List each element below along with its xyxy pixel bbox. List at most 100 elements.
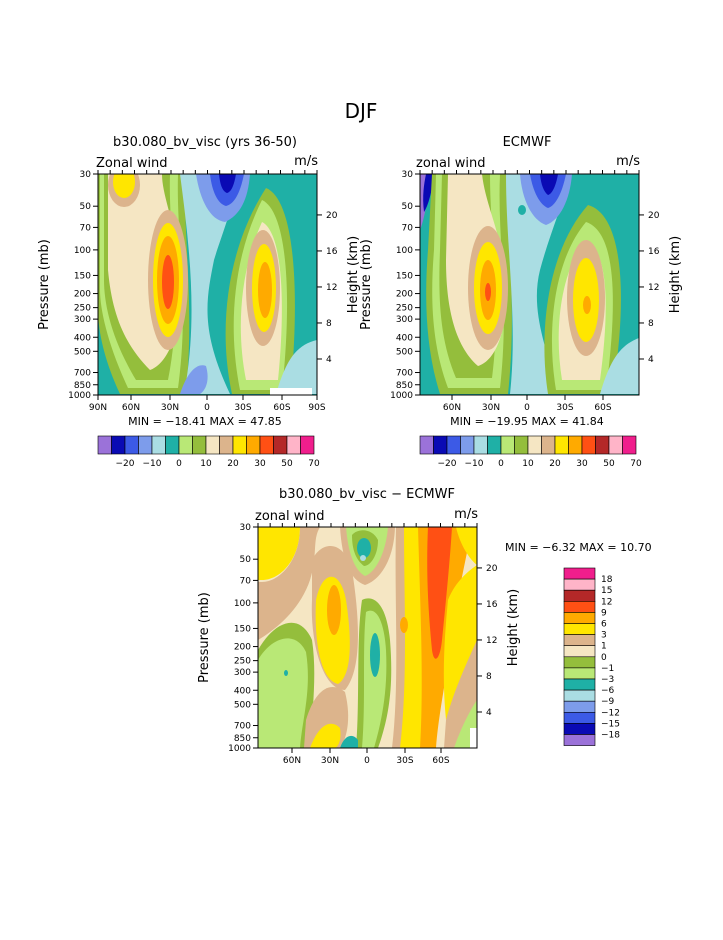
colorbar-label: 0: [601, 653, 607, 663]
colorbar-label: 9: [601, 608, 607, 618]
panel-ecmwf-field: [420, 174, 639, 395]
contour-fill: [444, 640, 477, 748]
page-title: DJF: [345, 99, 378, 123]
colorbar-swatch: [259, 435, 274, 455]
colorbar-swatch: [563, 689, 596, 702]
y-tick-label: 300: [396, 315, 413, 325]
colorbar-swatch: [563, 600, 596, 613]
colorbar-label: 0: [498, 459, 504, 469]
contour-fill: [162, 255, 174, 309]
colorbar-label: 70: [308, 459, 320, 469]
contour-fill: [362, 610, 387, 748]
x-tick-label: 30S: [234, 403, 251, 413]
y-tick-label: 400: [234, 686, 251, 696]
panel-ecmwf-right-label: m/s: [616, 154, 640, 169]
y-tick-label: 850: [396, 381, 413, 391]
contour-fill: [600, 338, 639, 394]
colorbar-label: 0: [176, 459, 182, 469]
colorbar-swatch: [563, 711, 596, 724]
colorbar-swatch: [563, 734, 596, 746]
colorbar-swatch: [595, 435, 610, 455]
contour-fill: [180, 365, 208, 394]
x-tick-label: 90S: [308, 403, 325, 413]
y-tick-label: 200: [234, 643, 251, 653]
panel-ecmwf-colorbar: −20 −10 0 10 20 30 50 70: [419, 435, 642, 469]
y-tick-label: 50: [240, 555, 252, 565]
panel-difference-left-label: zonal wind: [255, 509, 324, 524]
height-tick-label: 16: [326, 247, 338, 257]
x-tick-label: 30N: [482, 403, 500, 413]
colorbar-swatch: [446, 435, 461, 455]
x-tick-label: 60S: [273, 403, 290, 413]
height-tick-label: 8: [326, 319, 332, 329]
y-axis-label-right: Height (km): [668, 236, 683, 313]
panel-model-left-label: Zonal wind: [96, 156, 168, 171]
y-tick-label: 200: [396, 290, 413, 300]
colorbar-label: 30: [254, 459, 266, 469]
colorbar-swatch: [527, 435, 542, 455]
colorbar-swatch: [581, 435, 596, 455]
colorbar-label: −15: [601, 719, 620, 729]
colorbar-label: 70: [630, 459, 642, 469]
panel-model-title: b30.080_bv_visc (yrs 36-50): [113, 135, 297, 150]
colorbar-label: 15: [601, 586, 612, 596]
colorbar-swatch: [205, 435, 220, 455]
colorbar-swatch: [487, 435, 502, 455]
colorbar-label: −6: [601, 686, 615, 696]
colorbar-label: −9: [601, 697, 615, 707]
y-tick-label: 70: [240, 576, 252, 586]
contour-fill: [370, 633, 380, 677]
x-tick-label: 30S: [396, 756, 413, 766]
height-tick-label: 16: [486, 600, 498, 610]
height-tick-label: 12: [326, 283, 337, 293]
contour-fill: [327, 585, 341, 635]
colorbar-swatch: [563, 612, 596, 624]
colorbar-label: 30: [576, 459, 588, 469]
colorbar-label: −10: [143, 459, 162, 469]
colorbar-swatch: [111, 435, 126, 455]
colorbar-swatch: [165, 435, 180, 455]
x-tick-label: 30S: [556, 403, 573, 413]
height-tick-label: 20: [648, 211, 660, 221]
y-tick-label: 50: [402, 202, 414, 212]
panel-difference-title: b30.080_bv_visc − ECMWF: [279, 487, 455, 502]
panel-model-minmax: MIN = −18.41 MAX = 47.85: [128, 415, 282, 428]
colorbar-label: 20: [227, 459, 239, 469]
y-tick-label: 250: [74, 304, 91, 314]
panel-ecmwf-title: ECMWF: [503, 135, 552, 150]
contour-fill: [340, 735, 358, 748]
colorbar-swatch: [563, 623, 596, 635]
y-tick-label: 300: [74, 315, 91, 325]
colorbar-swatch: [568, 435, 583, 455]
colorbar-label: −3: [601, 675, 614, 685]
colorbar-swatch: [433, 435, 448, 455]
y-tick-label: 1000: [390, 391, 413, 401]
height-tick-label: 12: [648, 283, 659, 293]
height-tick-label: 20: [486, 564, 498, 574]
panel-model-colorbar: −20 −10 0 10 20 30 50 70: [97, 435, 320, 469]
colorbar-swatch: [500, 435, 515, 455]
height-tick-label: 16: [648, 247, 660, 257]
colorbar-label: 20: [549, 459, 561, 469]
x-tick-label: 30N: [321, 756, 339, 766]
y-tick-label: 850: [74, 381, 91, 391]
x-tick-label: 60S: [594, 403, 611, 413]
colorbar-swatch: [273, 435, 288, 455]
colorbar-swatch: [563, 656, 596, 669]
y-tick-label: 100: [234, 599, 251, 609]
contour-fill: [276, 340, 317, 394]
y-tick-label: 70: [402, 223, 414, 233]
x-tick-label: 60N: [122, 403, 140, 413]
contour-fill: [310, 723, 341, 748]
x-tick-label: 30N: [161, 403, 179, 413]
y-tick-label: 50: [80, 202, 92, 212]
y-axis-label: Pressure (mb): [197, 592, 212, 683]
y-tick-label: 700: [74, 369, 91, 379]
colorbar-swatch: [138, 435, 153, 455]
colorbar-swatch: [124, 435, 139, 455]
colorbar-label: −10: [465, 459, 484, 469]
